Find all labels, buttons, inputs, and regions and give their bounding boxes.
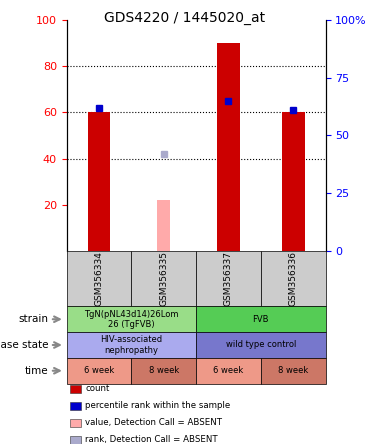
Text: rank, Detection Call = ABSENT: rank, Detection Call = ABSENT [85, 435, 218, 444]
Text: GSM356335: GSM356335 [159, 251, 168, 306]
Text: FVB: FVB [253, 315, 269, 324]
Text: 6 week: 6 week [84, 366, 114, 375]
Text: GSM356334: GSM356334 [94, 251, 104, 306]
Text: value, Detection Call = ABSENT: value, Detection Call = ABSENT [85, 418, 222, 427]
Bar [282, 112, 305, 251]
Text: percentile rank within the sample: percentile rank within the sample [85, 401, 231, 410]
Text: 6 week: 6 week [213, 366, 243, 375]
Text: 8 week: 8 week [278, 366, 308, 375]
Bar [88, 112, 110, 251]
Text: count: count [85, 385, 110, 393]
Text: GSM356337: GSM356337 [224, 251, 233, 306]
Text: GSM356336: GSM356336 [289, 251, 298, 306]
Text: strain: strain [18, 314, 48, 324]
Bar [217, 43, 240, 251]
Text: HIV-associated
nephropathy: HIV-associated nephropathy [100, 335, 162, 355]
Text: TgN(pNL43d14)26Lom
26 (TgFVB): TgN(pNL43d14)26Lom 26 (TgFVB) [84, 309, 179, 329]
Text: wild type control: wild type control [226, 341, 296, 349]
Text: time: time [24, 366, 48, 376]
Bar [158, 200, 170, 251]
Text: GDS4220 / 1445020_at: GDS4220 / 1445020_at [104, 11, 266, 25]
Text: disease state: disease state [0, 340, 48, 350]
Text: 8 week: 8 week [149, 366, 179, 375]
